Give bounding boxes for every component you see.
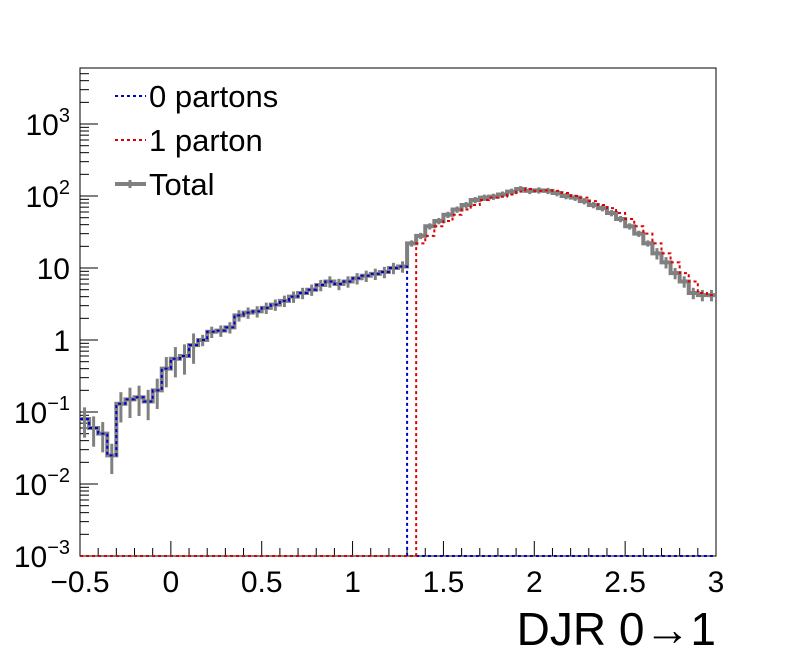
x-tick-labels: −0.5 0 0.5 1 1.5 2 2.5 3 (50, 566, 724, 599)
legend: 0 partons 1 parton Total (115, 79, 278, 202)
series-lines (80, 186, 716, 557)
y-tick-label: 10−3 (14, 537, 70, 574)
x-tick-label: 0.5 (241, 566, 283, 599)
x-tick-label: 1 (344, 566, 361, 599)
y-tick-label: 10−1 (14, 393, 70, 430)
y-tick-label: 103 (26, 105, 71, 142)
legend-label: 0 partons (149, 79, 278, 114)
legend-label: 1 parton (149, 123, 263, 158)
series-line (80, 187, 716, 458)
x-tick-label: 3 (708, 566, 725, 599)
x-tick-label: 2.5 (604, 566, 646, 599)
x-tick-label: 2 (526, 566, 543, 599)
x-tick-label: −0.5 (50, 566, 109, 599)
y-tick-label: 102 (26, 177, 71, 214)
y-tick-labels: 10−3 10−2 10−1 1 10 102 103 (14, 105, 70, 574)
legend-label: Total (149, 167, 214, 202)
y-tick-label: 10 (37, 253, 70, 286)
x-tick-label: 1.5 (423, 566, 465, 599)
series-line (80, 265, 716, 557)
y-tick-label: 10−2 (14, 465, 70, 502)
y-tick-label: 1 (53, 325, 70, 358)
x-tick-label: 0 (163, 566, 180, 599)
x-axis-title: DJR 0→1 (517, 603, 716, 655)
